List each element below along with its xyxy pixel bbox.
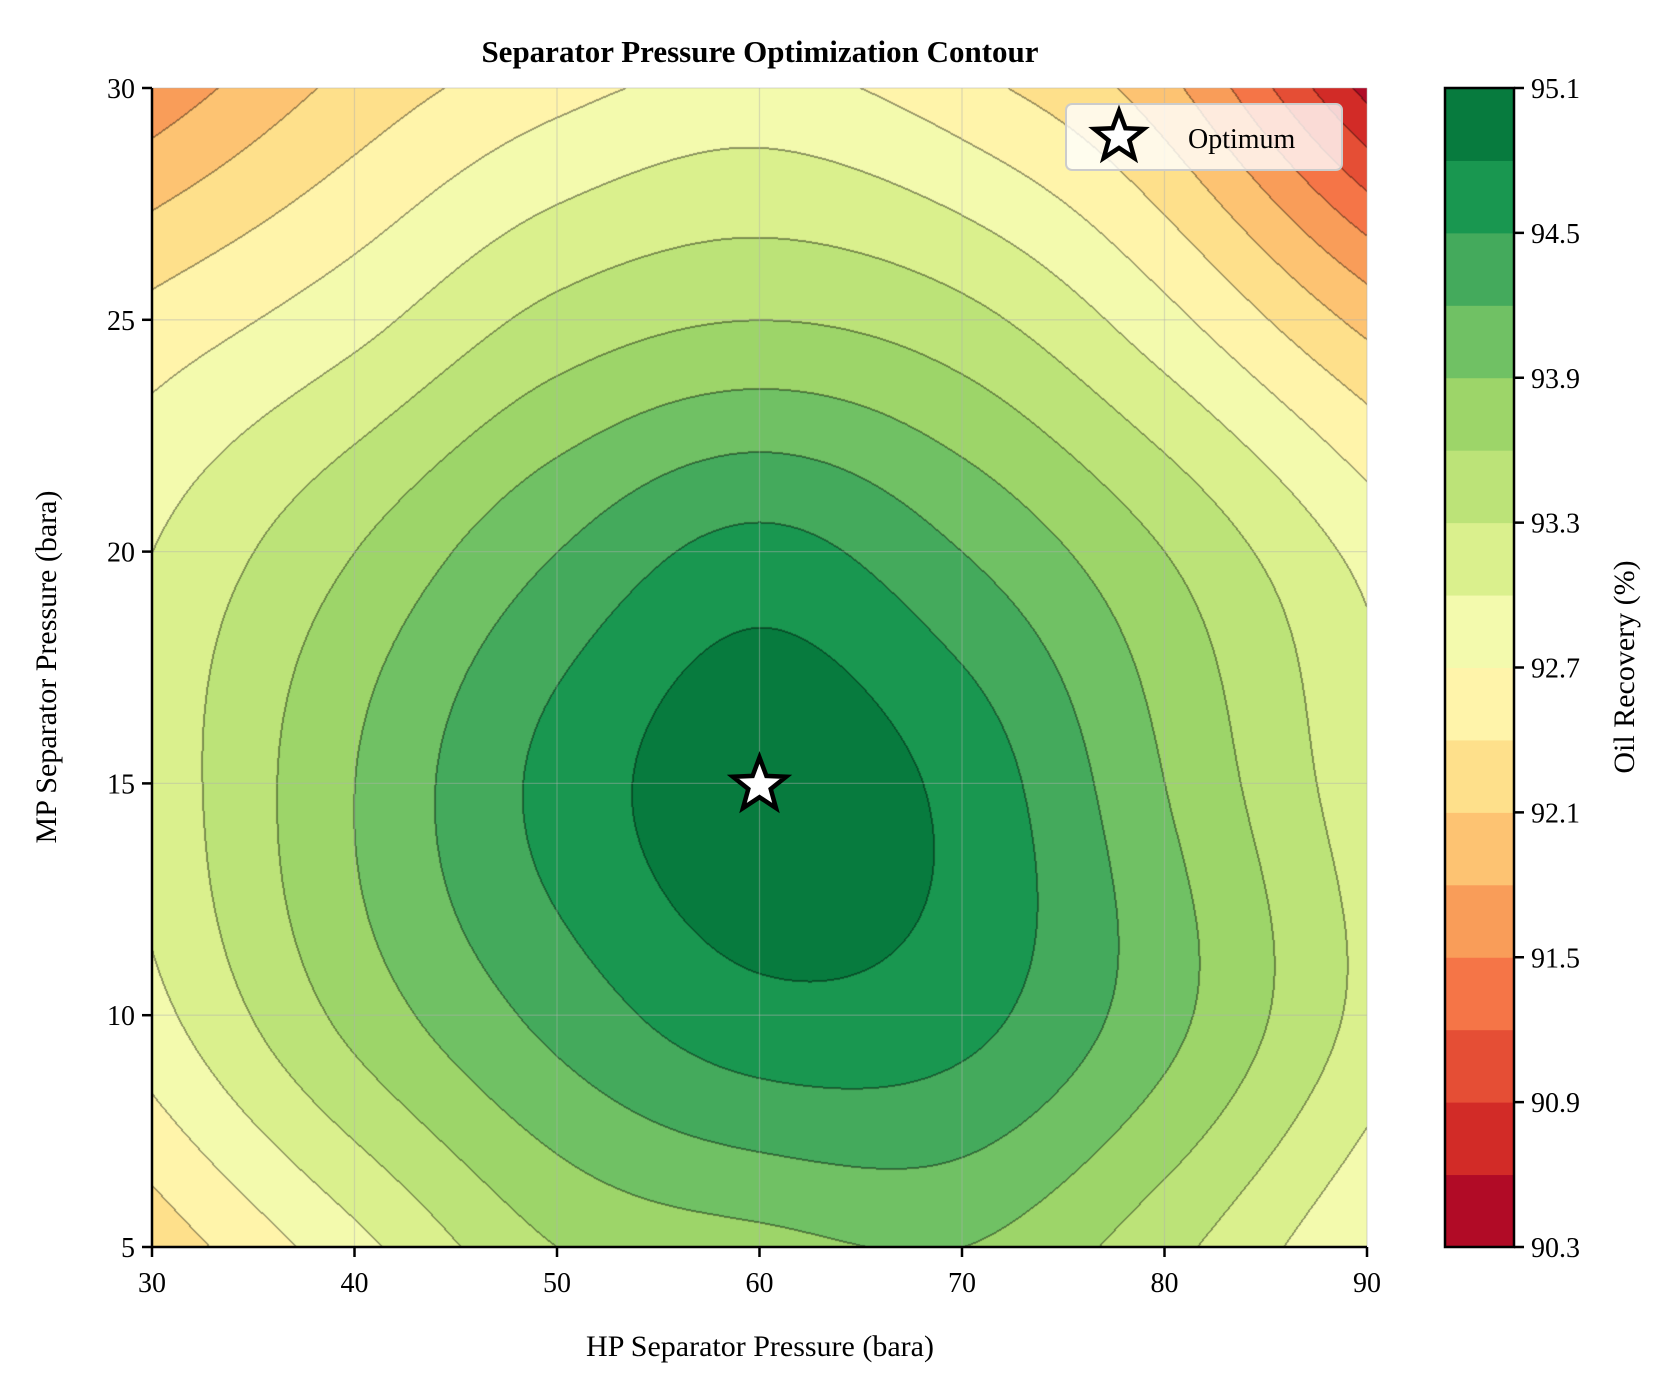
chart-title: Separator Pressure Optimization Contour xyxy=(481,34,1038,69)
colorbar-band xyxy=(1445,160,1514,234)
star-icon xyxy=(726,750,793,814)
y-tick-label: 5 xyxy=(121,1233,135,1264)
y-tick-label: 30 xyxy=(107,74,135,105)
colorbar-tick-label: 92.1 xyxy=(1531,798,1580,829)
x-axis-ticks: 30 40 50 60 70 80 90 xyxy=(138,1247,1381,1299)
colorbar-band xyxy=(1445,377,1514,451)
y-tick-label: 25 xyxy=(107,306,135,337)
x-tick-label: 80 xyxy=(1151,1268,1179,1299)
colorbar-band xyxy=(1445,667,1514,741)
y-tick-label: 10 xyxy=(107,1001,135,1032)
x-tick-label: 50 xyxy=(543,1268,571,1299)
contour-fill xyxy=(152,88,1367,1247)
x-tick-label: 70 xyxy=(948,1268,976,1299)
x-tick-label: 60 xyxy=(746,1268,774,1299)
colorbar-tick-label: 90.9 xyxy=(1531,1088,1580,1119)
gridlines xyxy=(151,87,1368,1248)
colorbar-tick-label: 93.9 xyxy=(1531,364,1580,395)
colorbar-band xyxy=(1445,88,1514,161)
colorbar-band xyxy=(1445,957,1514,1031)
colorbar-label: Oil Recovery (%) xyxy=(1608,560,1641,773)
colorbar xyxy=(1443,86,1516,1249)
colorbar-tick-label: 95.1 xyxy=(1531,74,1580,105)
colorbar-band xyxy=(1445,1029,1514,1103)
colorbar-tick-label: 94.5 xyxy=(1531,219,1580,250)
y-tick-label: 15 xyxy=(107,769,135,800)
colorbar-band xyxy=(1445,1174,1514,1248)
colorbar-band xyxy=(1445,812,1514,886)
colorbar-tick-label: 90.3 xyxy=(1531,1233,1580,1264)
y-axis-ticks: 5 10 15 20 25 30 xyxy=(107,74,152,1264)
x-axis-label: HP Separator Pressure (bara) xyxy=(586,1330,934,1363)
y-axis-label: MP Separator Pressure (bara) xyxy=(30,491,63,844)
legend: Optimum xyxy=(1065,103,1343,171)
colorbar-band xyxy=(1445,739,1514,813)
colorbar-tick-label: 93.3 xyxy=(1531,509,1580,540)
optimum-marker xyxy=(726,750,793,814)
colorbar-ticks: 90.3 90.9 91.5 92.1 92.7 93.3 93.9 94.5 95.1 xyxy=(1514,74,1580,1264)
x-tick-label: 40 xyxy=(341,1268,369,1299)
colorbar-band xyxy=(1445,884,1514,958)
star-icon xyxy=(1088,104,1150,164)
colorbar-band xyxy=(1445,522,1514,596)
colorbar-band xyxy=(1445,450,1514,524)
x-tick-label: 30 xyxy=(138,1268,166,1299)
colorbar-band xyxy=(1445,1102,1514,1176)
colorbar-band xyxy=(1445,305,1514,379)
colorbar-tick-label: 92.7 xyxy=(1531,654,1580,685)
y-tick-label: 20 xyxy=(107,538,135,569)
colorbar-band xyxy=(1445,595,1514,668)
legend-label: Optimum xyxy=(1188,124,1296,155)
x-tick-label: 90 xyxy=(1353,1268,1381,1299)
colorbar-tick-label: 91.5 xyxy=(1531,943,1580,974)
colorbar-band xyxy=(1445,232,1514,306)
